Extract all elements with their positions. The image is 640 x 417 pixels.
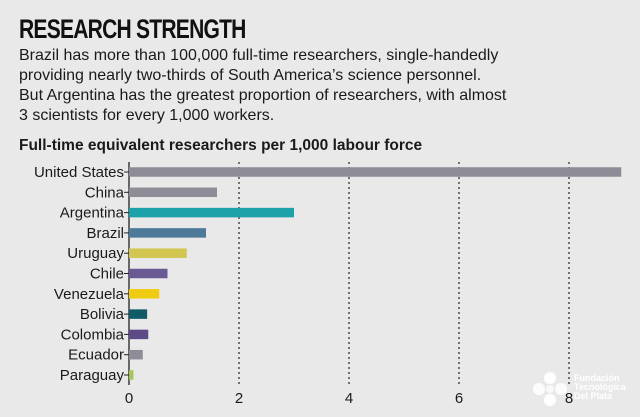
x-tick-label: 4 [345, 390, 353, 407]
x-tick-label: 2 [235, 390, 243, 407]
category-label: Argentina [60, 205, 125, 222]
bar [129, 228, 206, 238]
bar [129, 289, 160, 299]
category-label: China [85, 184, 125, 201]
bar [129, 187, 217, 198]
logo-line: Fundación [574, 373, 620, 383]
logo-line: Del Plata [574, 391, 613, 401]
category-label: United States [34, 164, 124, 181]
category-label: Chile [90, 266, 124, 283]
category-label: Bolivia [80, 306, 125, 323]
logo-line: Tecnológica [574, 382, 626, 392]
bar [129, 309, 148, 319]
chart-heading: RESEARCH STRENGTH [19, 14, 246, 44]
bar [129, 268, 168, 279]
intro-line: 3 scientists for every 1,000 workers. [19, 107, 275, 124]
bar [129, 167, 622, 177]
x-tick-label: 6 [455, 390, 463, 407]
intro-line: But Argentina has the greatest proportio… [19, 87, 507, 104]
x-tick-label: 0 [125, 390, 133, 407]
category-label: Brazil [86, 225, 124, 242]
logo-mark-icon [533, 372, 567, 406]
intro-text: Brazil has more than 100,000 full-time r… [19, 46, 619, 126]
bar [129, 248, 187, 258]
logo: Fundación Tecnológica Del Plata [530, 370, 640, 410]
category-label: Colombia [61, 326, 125, 343]
logo-text: Fundación Tecnológica Del Plata [574, 374, 626, 401]
bar [129, 349, 143, 360]
x-tick-label: 8 [565, 390, 573, 407]
bar [129, 329, 149, 340]
category-label: Venezuela [54, 286, 125, 303]
category-label: Paraguay [60, 367, 125, 384]
chart-title: Full-time equivalent researchers per 1,0… [19, 137, 423, 154]
bar [129, 370, 134, 380]
bar [129, 207, 294, 218]
category-label: Uruguay [67, 245, 124, 262]
category-label: Ecuador [68, 347, 124, 364]
intro-line: providing nearly two-thirds of South Ame… [19, 67, 482, 84]
intro-line: Brazil has more than 100,000 full-time r… [19, 47, 499, 64]
